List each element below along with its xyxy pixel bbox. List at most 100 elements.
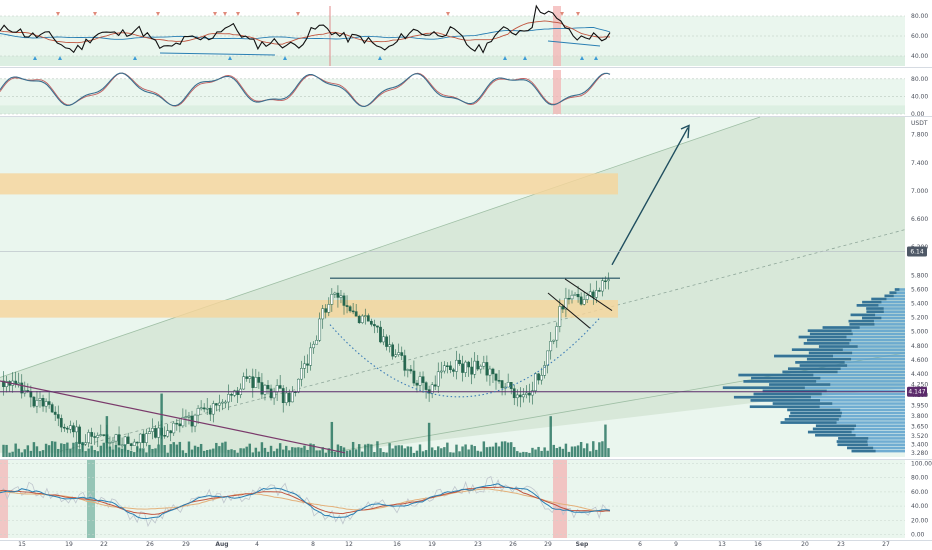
candle-body — [388, 344, 391, 347]
volume-bar — [540, 450, 543, 457]
candle-body — [482, 362, 486, 367]
volume-bar — [525, 452, 528, 457]
volume-profile-bar-up — [788, 414, 842, 418]
volume-profile-bar-up — [837, 443, 868, 447]
candle-body — [373, 324, 376, 327]
candle-body — [515, 394, 519, 399]
volume-bar — [17, 448, 20, 457]
candle-body — [327, 304, 331, 313]
candle-body — [345, 305, 349, 307]
volume-bar — [549, 416, 552, 457]
volume-bar — [41, 450, 45, 457]
volume-bar — [412, 452, 416, 457]
candle-body — [178, 423, 182, 427]
volume-bar — [519, 452, 522, 457]
osc-raw-line — [0, 476, 611, 528]
candle-body — [315, 339, 319, 345]
volume-bar — [38, 451, 42, 457]
volume-profile-bar — [750, 399, 905, 402]
candle-body — [461, 363, 464, 373]
candle-body — [284, 392, 288, 403]
candle-body — [494, 373, 498, 381]
projection-arrow-line — [611, 127, 689, 266]
candle-body — [528, 392, 531, 396]
candle-body — [2, 380, 5, 387]
candle-body — [157, 427, 160, 438]
rsi-signal-down-marker — [560, 12, 564, 16]
volume-profile-bar-up — [750, 399, 821, 402]
volume-profile-bar — [738, 373, 905, 377]
candle-body — [32, 396, 36, 407]
volume-bar — [357, 444, 361, 457]
candle-body — [312, 343, 315, 349]
bottom-highlight-green — [87, 460, 95, 538]
osc-main-line — [0, 483, 611, 520]
volume-bar — [114, 444, 118, 457]
volume-bar — [394, 445, 397, 457]
volume-bar — [120, 448, 124, 457]
volume-bar — [494, 442, 498, 457]
candle-body — [245, 376, 249, 379]
price-unit-label: USDT — [911, 120, 928, 127]
candle-body — [172, 422, 176, 434]
candle-body — [506, 382, 510, 388]
volume-profile-bar — [889, 291, 905, 294]
price-tick-label: 3.280 — [911, 450, 928, 457]
volume-profile-bar-up — [762, 389, 827, 393]
volume-bar — [312, 444, 315, 457]
volume-bar — [382, 452, 385, 457]
candle-body — [379, 326, 382, 343]
volume-bar — [281, 449, 285, 457]
stoch-tick-label: 80.00 — [911, 76, 928, 83]
volume-profile-bar-up — [866, 310, 884, 313]
volume-bar — [275, 448, 279, 457]
rsi-signal-up-marker — [283, 56, 287, 60]
candle-body — [385, 336, 388, 347]
volume-profile-bar — [799, 364, 905, 367]
volume-profile-bar — [722, 386, 905, 390]
volume-bar — [497, 446, 501, 457]
volume-profile-bar — [787, 367, 905, 371]
x-axis-label: 19 — [65, 541, 73, 548]
candle-body — [342, 295, 346, 306]
rsi-signal-down-marker — [223, 12, 227, 16]
volume-profile-bar-up — [871, 297, 887, 301]
current-price-pill — [907, 246, 927, 257]
volume-profile-bar-up — [772, 402, 833, 405]
volume-bar — [187, 441, 191, 457]
volume-bar — [418, 444, 422, 457]
volume-bar — [464, 444, 467, 457]
volume-bar — [579, 441, 583, 457]
candle-body — [93, 436, 97, 438]
volume-profile-bar — [884, 294, 905, 298]
price-tick-label: 7.800 — [911, 132, 928, 139]
volume-profile-bar — [782, 370, 905, 374]
candle-body — [406, 369, 410, 371]
stoch-tick-label: 40.00 — [911, 93, 928, 100]
x-axis-label: Sep — [576, 541, 589, 548]
volume-bar — [139, 448, 142, 457]
volume-bar — [546, 450, 549, 457]
candle-body — [84, 442, 87, 445]
volume-bar — [29, 450, 33, 457]
candle-body — [509, 382, 513, 389]
volume-profile-bar-up — [862, 316, 882, 320]
volume-bar — [488, 446, 492, 457]
volume-profile-bar — [774, 354, 905, 358]
candle-body — [20, 382, 24, 394]
volume-bar — [285, 445, 288, 457]
volume-profile-bar-up — [790, 411, 842, 415]
volume-bar — [26, 445, 30, 457]
volume-bar — [87, 448, 90, 457]
candle-body — [412, 370, 416, 384]
volume-bar — [254, 447, 258, 457]
x-axis: 15 19 22 26 29 Aug 4 8 12 16 19 23 26 29 Sep 6 9 13 16 20 23… — [18, 541, 890, 548]
volume-bar — [406, 446, 410, 457]
rsi-signal-down-marker — [236, 12, 240, 16]
candle-body — [433, 384, 437, 387]
volume-bar — [555, 448, 559, 457]
volume-bar — [272, 451, 276, 457]
price-tick-label: 4.250 — [911, 381, 928, 388]
